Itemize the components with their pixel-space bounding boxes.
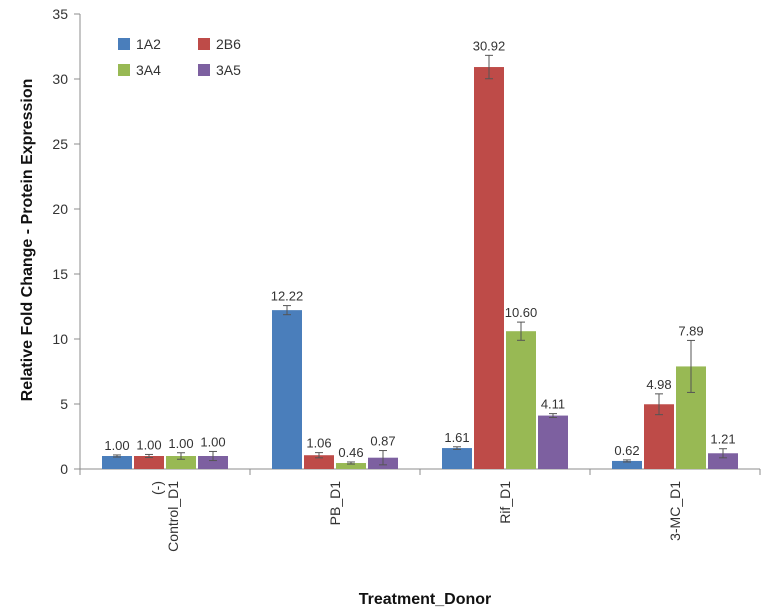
bar bbox=[612, 460, 642, 469]
bar bbox=[198, 456, 228, 469]
y-tick-label: 15 bbox=[52, 266, 68, 282]
y-axis-title: Relative Fold Change - Protein Expressio… bbox=[19, 79, 36, 402]
x-category-label: Rif_D1 bbox=[497, 481, 513, 524]
data-label: 0.87 bbox=[370, 434, 395, 449]
bars bbox=[102, 54, 738, 469]
legend-label: 3A5 bbox=[216, 62, 241, 78]
data-label: 1.00 bbox=[200, 434, 225, 449]
bar bbox=[474, 67, 504, 469]
data-label: 0.46 bbox=[338, 445, 363, 460]
y-tick-label: 20 bbox=[52, 201, 68, 217]
bar bbox=[304, 455, 334, 469]
x-axis-title: Treatment_Donor bbox=[359, 591, 491, 608]
data-label: 4.98 bbox=[646, 377, 671, 392]
y-tick-label: 30 bbox=[52, 71, 68, 87]
x-category-label: (-)Control_D1 bbox=[149, 481, 181, 552]
data-label: 30.92 bbox=[473, 38, 506, 53]
bar bbox=[506, 331, 536, 469]
y-tick-label: 25 bbox=[52, 136, 68, 152]
legend-swatch bbox=[118, 38, 130, 50]
x-category-label: PB_D1 bbox=[327, 481, 343, 526]
y-tick-label: 10 bbox=[52, 331, 68, 347]
legend-label: 2B6 bbox=[216, 36, 241, 52]
data-label: 1.00 bbox=[168, 436, 193, 451]
legend-swatch bbox=[198, 38, 210, 50]
bar bbox=[166, 456, 196, 469]
bar bbox=[134, 456, 164, 469]
bar bbox=[272, 310, 302, 469]
data-labels: 1.00 12.22 1.61 0.62 1.00 1.06 30.92 4.98 1.00 0.… bbox=[104, 38, 735, 460]
y-tick-label: 35 bbox=[52, 6, 68, 22]
data-label: 1.21 bbox=[710, 432, 735, 447]
data-label: 1.06 bbox=[306, 436, 331, 451]
bar bbox=[102, 456, 132, 469]
x-category-label: 3-MC_D1 bbox=[667, 481, 683, 541]
axes: 0 5 10 15 20 25 30 35 (-)Control_D1 PB_D1 Rif_D1 3-… bbox=[52, 6, 761, 552]
legend: 1A2 2B6 3A4 3A5 bbox=[118, 36, 241, 78]
bar bbox=[708, 453, 738, 469]
y-tick-label: 0 bbox=[60, 461, 68, 477]
bar bbox=[538, 415, 568, 469]
legend-swatch bbox=[198, 64, 210, 76]
legend-label: 3A4 bbox=[136, 62, 161, 78]
data-label: 1.61 bbox=[444, 430, 469, 445]
data-label: 4.11 bbox=[541, 397, 565, 412]
data-label: 0.62 bbox=[614, 443, 639, 458]
data-label: 7.89 bbox=[678, 323, 703, 338]
data-label: 1.00 bbox=[136, 437, 161, 452]
legend-label: 1A2 bbox=[136, 36, 161, 52]
data-label: 10.60 bbox=[505, 305, 538, 320]
bar bbox=[336, 463, 366, 469]
data-label: 1.00 bbox=[104, 438, 129, 453]
bar bbox=[442, 448, 472, 469]
y-tick-label: 5 bbox=[60, 396, 68, 412]
legend-swatch bbox=[118, 64, 130, 76]
data-label: 12.22 bbox=[271, 289, 304, 304]
